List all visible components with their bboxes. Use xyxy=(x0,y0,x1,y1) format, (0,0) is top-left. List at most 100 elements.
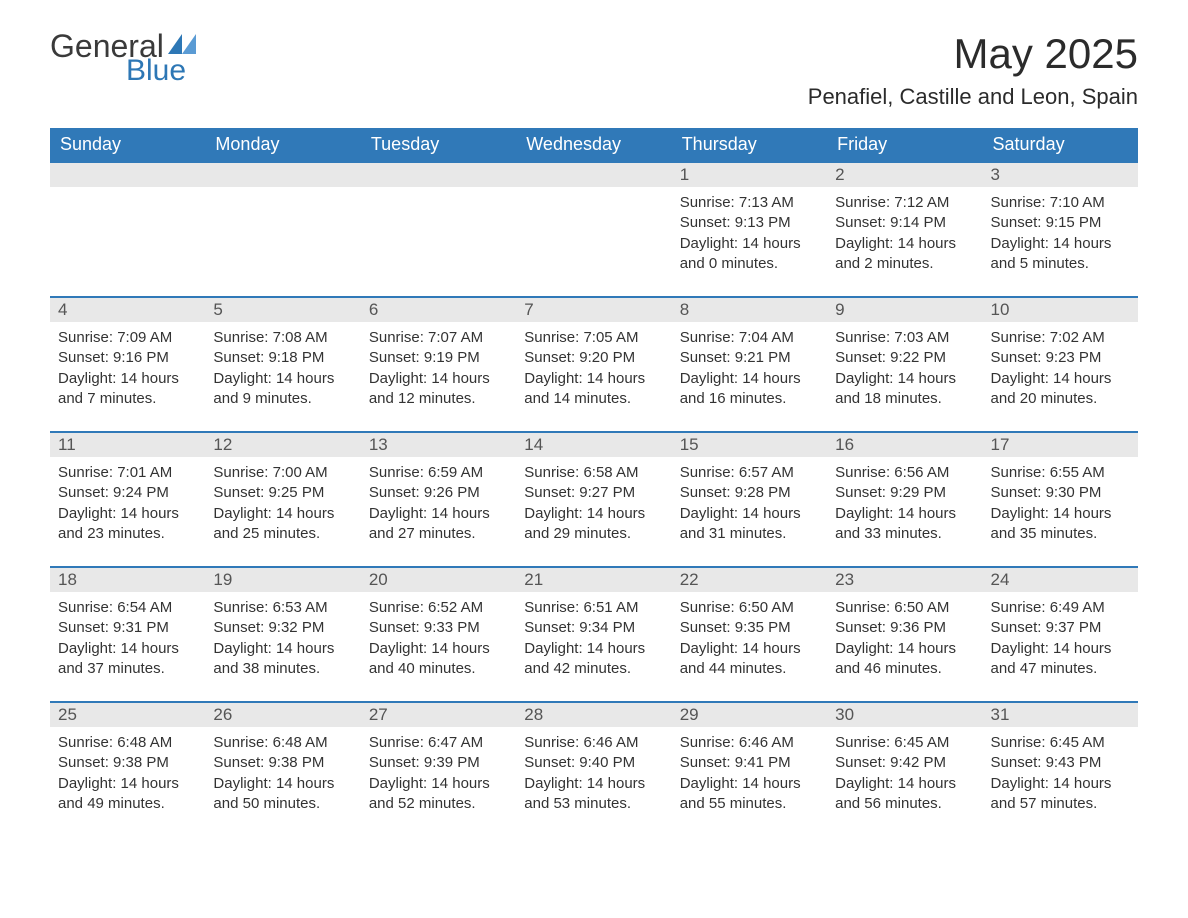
day-number: 8 xyxy=(672,298,827,322)
sunrise-line: Sunrise: 6:52 AM xyxy=(369,599,483,616)
day-data xyxy=(205,187,360,235)
sunrise-line: Sunrise: 6:45 AM xyxy=(991,734,1105,751)
day-number: 15 xyxy=(672,433,827,457)
day-data: Sunrise: 7:02 AM Sunset: 9:23 PM Daylight:… xyxy=(983,322,1138,431)
sunset-line: Sunset: 9:14 PM xyxy=(835,214,946,231)
day-data: Sunrise: 6:45 AM Sunset: 9:43 PM Daylight:… xyxy=(983,727,1138,836)
day-data: Sunrise: 6:49 AM Sunset: 9:37 PM Daylight:… xyxy=(983,592,1138,701)
daylight-line: Daylight: 14 hours and 35 minutes. xyxy=(991,505,1112,542)
day-number xyxy=(361,163,516,187)
sunset-line: Sunset: 9:25 PM xyxy=(213,484,324,501)
daylight-line: Daylight: 14 hours and 12 minutes. xyxy=(369,370,490,407)
day-data: Sunrise: 6:46 AMSunset: 9:41 PMDaylight:… xyxy=(672,727,827,836)
day-data: Sunrise: 7:00 AMSunset: 9:25 PMDaylight:… xyxy=(205,457,360,566)
day-data: Sunrise: 6:50 AM Sunset: 9:36 PM Daylight:… xyxy=(827,592,982,701)
sunset-line: Sunset: 9:31 PM xyxy=(58,619,169,636)
sunrise-line: Sunrise: 6:53 AM xyxy=(213,599,327,616)
weekday-header-row: SundayMondayTuesdayWednesdayThursdayFrid… xyxy=(50,128,1138,162)
page-header: General Blue May 2025 Penafiel, Castille… xyxy=(50,30,1138,110)
sunset-line: Sunset: 9:16 PM xyxy=(58,349,169,366)
calendar-day-cell: 17Sunrise: 6:55 AMSunset: 9:30 PMDayligh… xyxy=(983,432,1138,567)
calendar-day-cell: 24 Sunrise: 6:49 AM Sunset: 9:37 PM Dayligh… xyxy=(983,567,1138,702)
calendar-day-cell: 20Sunrise: 6:52 AMSunset: 9:33 PMDayligh… xyxy=(361,567,516,702)
calendar-day-cell: 30Sunrise: 6:45 AMSunset: 9:42 PMDayligh… xyxy=(827,702,982,836)
sunset-line: Sunset: 9:42 PM xyxy=(835,754,946,771)
daylight-line: Daylight: 14 hours and 7 minutes. xyxy=(58,370,179,407)
sunrise-line: Sunrise: 6:49 AM xyxy=(991,599,1105,616)
daylight-line: Daylight: 14 hours and 20 minutes. xyxy=(991,370,1112,407)
daylight-line: Daylight: 14 hours and 0 minutes. xyxy=(680,235,801,272)
day-data: Sunrise: 7:12 AMSunset: 9:14 PMDaylight:… xyxy=(827,187,982,296)
sunset-line: Sunset: 9:37 PM xyxy=(991,619,1102,636)
day-number: 31 xyxy=(983,703,1138,727)
day-number: 20 xyxy=(361,568,516,592)
weekday-header: Saturday xyxy=(983,128,1138,162)
day-number: 1 xyxy=(672,163,827,187)
sunrise-line: Sunrise: 6:46 AM xyxy=(524,734,638,751)
sunset-line: Sunset: 9:38 PM xyxy=(213,754,324,771)
sunrise-line: Sunrise: 7:13 AM xyxy=(680,194,794,211)
calendar-day-cell: 7Sunrise: 7:05 AMSunset: 9:20 PMDaylight… xyxy=(516,297,671,432)
sunrise-line: Sunrise: 7:03 AM xyxy=(835,329,949,346)
sunrise-line: Sunrise: 6:45 AM xyxy=(835,734,949,751)
day-data: Sunrise: 6:58 AMSunset: 9:27 PMDaylight:… xyxy=(516,457,671,566)
calendar-day-cell: 3Sunrise: 7:10 AMSunset: 9:15 PMDaylight… xyxy=(983,162,1138,297)
sunset-line: Sunset: 9:38 PM xyxy=(58,754,169,771)
sunrise-line: Sunrise: 7:04 AM xyxy=(680,329,794,346)
day-data xyxy=(516,187,671,235)
sunrise-line: Sunrise: 6:48 AM xyxy=(58,734,172,751)
sunset-line: Sunset: 9:36 PM xyxy=(835,619,946,636)
calendar-day-cell: 6Sunrise: 7:07 AMSunset: 9:19 PMDaylight… xyxy=(361,297,516,432)
sunset-line: Sunset: 9:30 PM xyxy=(991,484,1102,501)
daylight-line: Daylight: 14 hours and 42 minutes. xyxy=(524,640,645,677)
calendar-day-cell: 25Sunrise: 6:48 AMSunset: 9:38 PMDayligh… xyxy=(50,702,205,836)
sunset-line: Sunset: 9:23 PM xyxy=(991,349,1102,366)
brand-word-blue: Blue xyxy=(126,56,196,86)
sunrise-line: Sunrise: 6:47 AM xyxy=(369,734,483,751)
sunset-line: Sunset: 9:43 PM xyxy=(991,754,1102,771)
calendar-week-row: 4Sunrise: 7:09 AMSunset: 9:16 PMDaylight… xyxy=(50,297,1138,432)
calendar-week-row: 1Sunrise: 7:13 AMSunset: 9:13 PMDaylight… xyxy=(50,162,1138,297)
calendar-day-cell: 10Sunrise: 7:02 AMSunset: 9:23 PMDayligh… xyxy=(983,297,1138,432)
daylight-line: Daylight: 14 hours and 57 minutes. xyxy=(991,775,1112,812)
day-data: Sunrise: 7:04 AMSunset: 9:21 PMDaylight:… xyxy=(672,322,827,431)
calendar-day-cell: 18Sunrise: 6:54 AMSunset: 9:31 PMDayligh… xyxy=(50,567,205,702)
calendar-body: 1Sunrise: 7:13 AMSunset: 9:13 PMDaylight… xyxy=(50,162,1138,836)
day-data: Sunrise: 6:48 AMSunset: 9:38 PMDaylight:… xyxy=(205,727,360,836)
calendar-day-cell: 9Sunrise: 7:03 AMSunset: 9:22 PMDaylight… xyxy=(827,297,982,432)
daylight-line: Daylight: 14 hours and 23 minutes. xyxy=(58,505,179,542)
title-block: May 2025 Penafiel, Castille and Leon, Sp… xyxy=(808,30,1138,110)
weekday-header: Monday xyxy=(205,128,360,162)
day-data: Sunrise: 7:03 AMSunset: 9:22 PMDaylight:… xyxy=(827,322,982,431)
day-number: 2 xyxy=(827,163,982,187)
day-data: Sunrise: 7:08 AMSunset: 9:18 PMDaylight:… xyxy=(205,322,360,431)
daylight-line: Daylight: 14 hours and 46 minutes. xyxy=(835,640,956,677)
day-number: 24 xyxy=(983,568,1138,592)
day-number: 22 xyxy=(672,568,827,592)
calendar-day-cell: 5Sunrise: 7:08 AMSunset: 9:18 PMDaylight… xyxy=(205,297,360,432)
sunset-line: Sunset: 9:40 PM xyxy=(524,754,635,771)
calendar-day-cell: 29Sunrise: 6:46 AMSunset: 9:41 PMDayligh… xyxy=(672,702,827,836)
day-data: Sunrise: 6:59 AMSunset: 9:26 PMDaylight:… xyxy=(361,457,516,566)
sunset-line: Sunset: 9:34 PM xyxy=(524,619,635,636)
daylight-line: Daylight: 14 hours and 31 minutes. xyxy=(680,505,801,542)
sunrise-line: Sunrise: 6:50 AM xyxy=(835,599,949,616)
calendar-day-cell: 15Sunrise: 6:57 AMSunset: 9:28 PMDayligh… xyxy=(672,432,827,567)
daylight-line: Daylight: 14 hours and 47 minutes. xyxy=(991,640,1112,677)
calendar-day-cell: 27Sunrise: 6:47 AMSunset: 9:39 PMDayligh… xyxy=(361,702,516,836)
sunrise-line: Sunrise: 7:02 AM xyxy=(991,329,1105,346)
daylight-line: Daylight: 14 hours and 9 minutes. xyxy=(213,370,334,407)
daylight-line: Daylight: 14 hours and 38 minutes. xyxy=(213,640,334,677)
day-data: Sunrise: 6:54 AMSunset: 9:31 PMDaylight:… xyxy=(50,592,205,701)
day-number: 27 xyxy=(361,703,516,727)
day-number: 12 xyxy=(205,433,360,457)
day-data: Sunrise: 6:53 AMSunset: 9:32 PMDaylight:… xyxy=(205,592,360,701)
sunrise-line: Sunrise: 7:01 AM xyxy=(58,464,172,481)
day-number: 18 xyxy=(50,568,205,592)
sunrise-line: Sunrise: 6:56 AM xyxy=(835,464,949,481)
daylight-line: Daylight: 14 hours and 53 minutes. xyxy=(524,775,645,812)
day-number: 13 xyxy=(361,433,516,457)
sunrise-line: Sunrise: 6:50 AM xyxy=(680,599,794,616)
day-data: Sunrise: 7:13 AMSunset: 9:13 PMDaylight:… xyxy=(672,187,827,296)
sunset-line: Sunset: 9:15 PM xyxy=(991,214,1102,231)
